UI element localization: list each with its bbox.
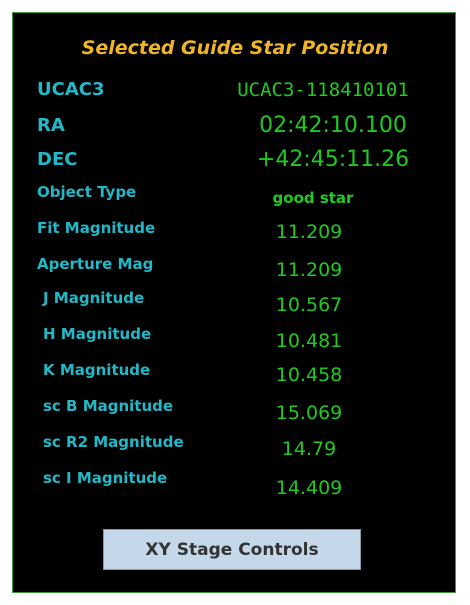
- xy-stage-button[interactable]: XY Stage Controls: [103, 529, 361, 570]
- field-value: 14.79: [281, 438, 337, 460]
- field-label: sc B Magnitude: [43, 397, 174, 415]
- field-value: 10.458: [275, 364, 343, 386]
- field-value: 11.209: [275, 259, 343, 281]
- field-value: good star: [272, 189, 354, 207]
- field-value: 02:42:10.100: [259, 113, 407, 138]
- field-label: DEC: [37, 149, 78, 170]
- field-value: 14.409: [275, 477, 343, 499]
- field-label: Aperture Mag: [37, 255, 154, 273]
- field-label: sc I Magnitude: [43, 469, 168, 487]
- field-label: J Magnitude: [43, 289, 145, 307]
- field-label: RA: [37, 115, 65, 136]
- field-label: Object Type: [37, 183, 137, 201]
- field-label: H Magnitude: [43, 325, 152, 343]
- field-value: 10.567: [275, 294, 343, 316]
- field-label: sc R2 Magnitude: [43, 433, 184, 451]
- field-value: 11.209: [275, 221, 343, 243]
- field-label: UCAC3: [37, 79, 105, 100]
- field-label: K Magnitude: [43, 361, 151, 379]
- field-value: 10.481: [275, 330, 343, 352]
- field-label: Fit Magnitude: [37, 219, 156, 237]
- guide-star-panel: Selected Guide Star Position XY Stage Co…: [12, 12, 456, 593]
- field-value: UCAC3-118410101: [237, 79, 409, 101]
- field-value: 15.069: [275, 402, 343, 424]
- field-value: +42:45:11.26: [256, 147, 410, 172]
- panel-title: Selected Guide Star Position: [81, 37, 389, 59]
